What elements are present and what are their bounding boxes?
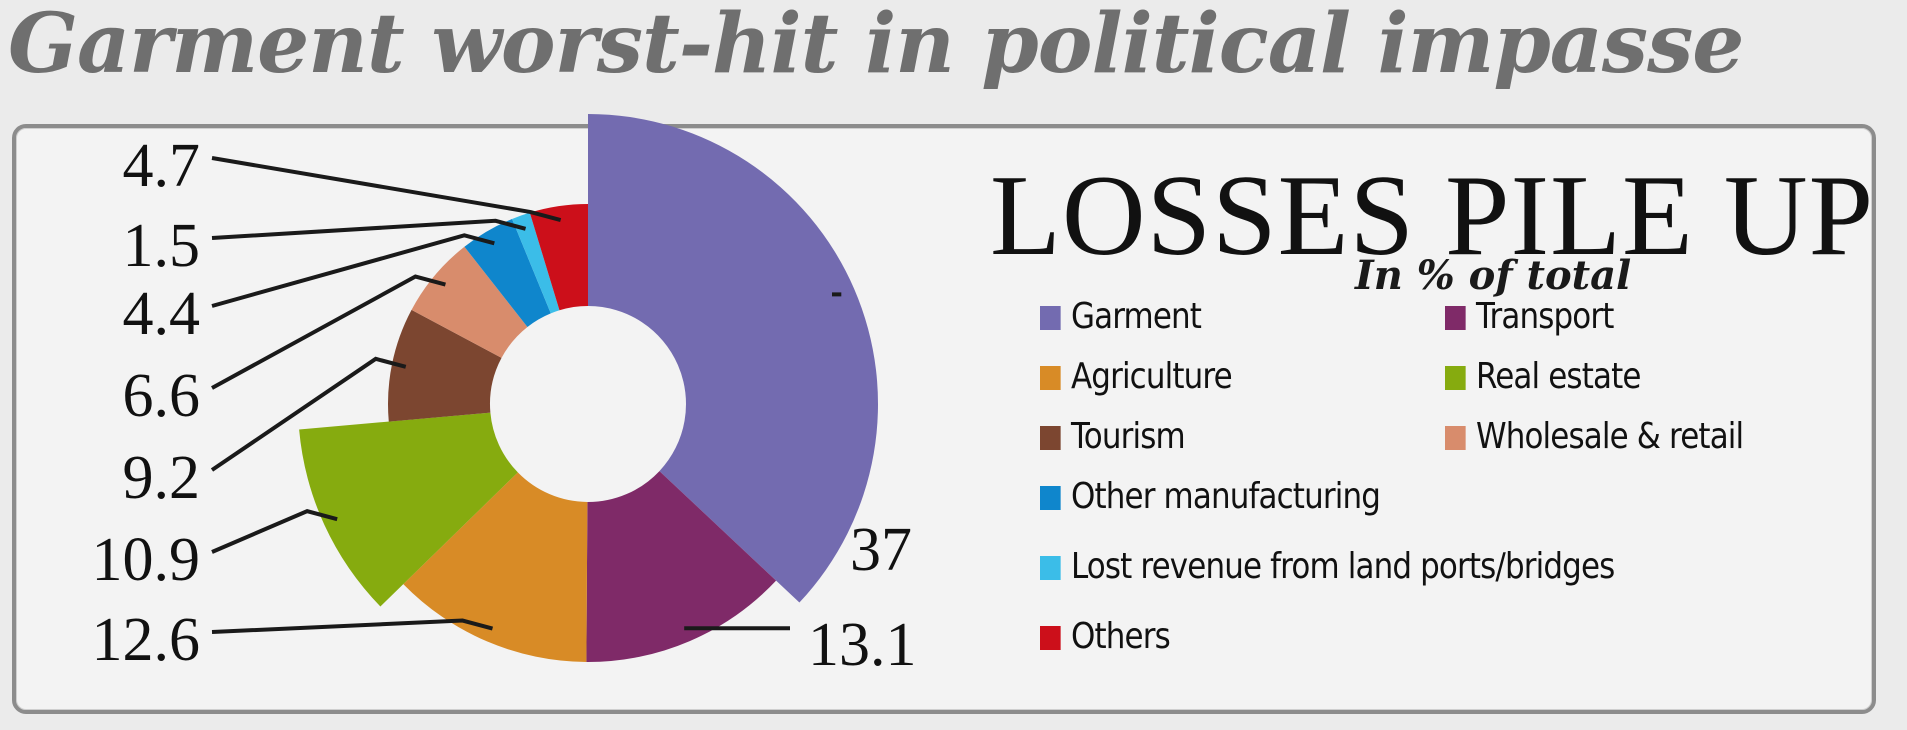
leader-line-wholesale-retail	[211, 274, 446, 390]
legend-item-tourism: Tourism	[1040, 416, 1186, 457]
legend-item-agriculture: Agriculture	[1040, 356, 1233, 397]
legend-swatch	[1040, 366, 1061, 390]
legend-label: Others	[1070, 616, 1171, 657]
leader-line-real-estate	[211, 509, 338, 554]
legend-label: Other manufacturing	[1070, 476, 1381, 517]
pie-slice-garment	[588, 114, 879, 603]
legend-swatch	[1040, 426, 1061, 450]
chart-title: LOSSES PILE UP	[990, 152, 1875, 280]
legend-item-real-estate: Real estate	[1445, 356, 1641, 397]
pie-slice-wholesale-retail	[411, 246, 528, 358]
legend-swatch	[1445, 366, 1466, 390]
legend-item-wholesale-retail: Wholesale & retail	[1445, 416, 1744, 457]
legend-label: Lost revenue from land ports/bridges	[1070, 546, 1615, 587]
leader-line-other-manufacturing	[211, 233, 495, 308]
value-label-lost-revenue-from-land-ports-bridges: 1.5	[123, 212, 201, 280]
pie-slice-transport	[586, 471, 777, 662]
legend-label: Garment	[1070, 296, 1202, 337]
leader-line-tourism	[210, 356, 407, 472]
legend-label: Wholesale & retail	[1475, 416, 1744, 457]
value-label-other-manufacturing: 4.4	[123, 280, 201, 348]
legend-swatch	[1040, 486, 1061, 510]
pie-slice-tourism	[388, 309, 502, 422]
legend-swatch	[1040, 626, 1061, 650]
pie-slice-agriculture	[403, 472, 588, 662]
legend-swatch	[1040, 556, 1061, 580]
legend-swatch	[1040, 306, 1061, 330]
leader-line-others	[211, 156, 562, 222]
pie-slice-others	[529, 204, 588, 311]
legend-item-garment: Garment	[1040, 296, 1202, 337]
headline: Garment worst-hit in political impasse	[8, 0, 1744, 92]
pie-slice-real-estate	[299, 412, 518, 607]
legend-label: Real estate	[1475, 356, 1641, 397]
legend-swatch	[1445, 306, 1466, 330]
value-label-agriculture: 12.6	[92, 606, 201, 674]
value-label-real-estate: 10.9	[92, 526, 201, 594]
value-label-wholesale-retail: 6.6	[123, 362, 201, 430]
leader-line-agriculture	[211, 618, 494, 634]
legend-item-others: Others	[1040, 616, 1171, 657]
value-label-others: 4.7	[123, 132, 201, 200]
chart-panel	[12, 124, 1876, 714]
legend-item-other-manufacturing: Other manufacturing	[1040, 476, 1381, 517]
legend-item-transport: Transport	[1445, 296, 1614, 337]
legend-swatch	[1445, 426, 1466, 450]
value-label-garment: 37	[850, 516, 912, 584]
leader-line-lost-revenue-from-land-ports-bridges	[211, 218, 527, 240]
legend-label: Tourism	[1070, 416, 1186, 457]
chart-subtitle: In % of total	[1355, 252, 1632, 299]
pie-slice-other-manufacturing	[464, 218, 551, 327]
legend-label: Transport	[1475, 296, 1614, 337]
legend-label: Agriculture	[1070, 356, 1233, 397]
value-label-transport: 13.1	[808, 611, 917, 679]
pie-slice-lost-revenue-from-land-ports-bridges	[512, 212, 560, 314]
value-label-tourism: 9.2	[123, 444, 201, 512]
legend-item-lost-revenue-from-land-ports-bridges: Lost revenue from land ports/bridges	[1040, 546, 1615, 587]
